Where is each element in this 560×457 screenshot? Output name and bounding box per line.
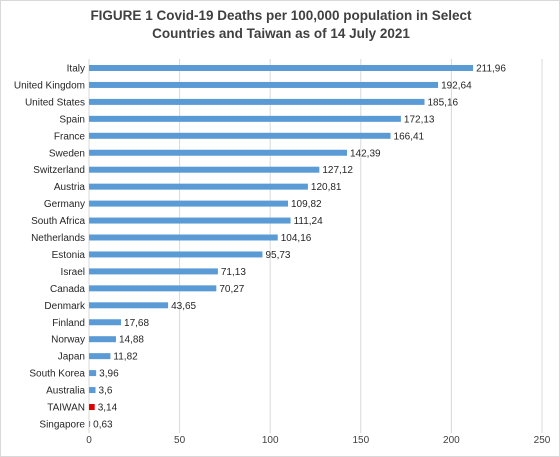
bar: [89, 98, 425, 105]
category-label: United Kingdom: [14, 80, 85, 91]
bar: [89, 200, 288, 207]
chart-title-line-1: FIGURE 1 Covid-19 Deaths per 100,000 pop…: [90, 8, 472, 23]
category-label: TAIWAN: [47, 403, 85, 414]
data-label: 43,65: [171, 301, 196, 312]
category-label: Italy: [67, 64, 85, 75]
data-label: 111,24: [294, 216, 324, 227]
category-label: Norway: [51, 335, 85, 346]
category-label: Canada: [50, 284, 85, 295]
bar: [89, 268, 218, 275]
data-label: 185,16: [428, 97, 459, 108]
bar: [89, 132, 391, 139]
category-label: Netherlands: [31, 233, 85, 244]
x-tick-label: 100: [262, 435, 279, 446]
category-label: Australia: [46, 386, 85, 397]
bar: [89, 251, 263, 258]
x-tick-label: 0: [86, 435, 92, 446]
bar: [89, 234, 278, 241]
bar: [89, 65, 474, 71]
category-label: South Korea: [29, 369, 85, 380]
data-label: 3,6: [99, 386, 113, 397]
data-label: 166,41: [394, 131, 425, 142]
bar: [89, 81, 439, 88]
x-tick-label: 50: [174, 435, 186, 446]
bar: [89, 115, 401, 122]
data-label: 120,81: [311, 182, 342, 193]
data-label: 14,88: [119, 335, 144, 346]
category-label: Japan: [58, 352, 85, 363]
bar: [89, 404, 95, 410]
category-label: Sweden: [49, 148, 85, 159]
data-label: 192,64: [441, 80, 472, 91]
data-label: 70,27: [219, 284, 244, 295]
bar: [89, 336, 116, 343]
bar: [89, 302, 169, 309]
data-label: 3,96: [99, 369, 119, 380]
data-label: 142,39: [350, 148, 381, 159]
category-label: Austria: [54, 182, 86, 193]
category-label: Switzerland: [33, 165, 85, 176]
bar: [89, 285, 217, 292]
data-label: 95,73: [265, 250, 290, 261]
x-tick-label: 200: [443, 435, 460, 446]
bar: [89, 183, 308, 190]
bar: [89, 166, 320, 173]
x-tick-label: 150: [352, 435, 369, 446]
data-label: 11,82: [113, 352, 138, 363]
data-label: 0,63: [93, 419, 113, 430]
data-label: 109,82: [291, 199, 322, 210]
data-label: 17,68: [124, 318, 149, 329]
bar: [89, 319, 122, 326]
category-label: Singapore: [39, 419, 85, 430]
category-label: Finland: [52, 318, 85, 329]
category-label: France: [54, 131, 86, 142]
category-label: Israel: [61, 267, 85, 278]
data-label: 104,16: [281, 233, 312, 244]
data-label: 127,12: [322, 165, 353, 176]
category-label: United States: [25, 97, 85, 108]
data-label: 3,14: [98, 403, 118, 414]
x-tick-label: 250: [534, 435, 551, 446]
category-label: Germany: [44, 199, 85, 210]
bar: [89, 370, 97, 377]
data-label: 172,13: [404, 114, 435, 125]
bar: [89, 353, 111, 360]
bar: [89, 387, 96, 394]
category-label: Denmark: [44, 301, 86, 312]
bar: [89, 420, 91, 427]
chart-title-line-2: Countries and Taiwan as of 14 July 2021: [152, 26, 410, 41]
data-label: 71,13: [221, 267, 246, 278]
bar: [89, 149, 348, 156]
chart-title: FIGURE 1 Covid-19 Deaths per 100,000 pop…: [41, 7, 521, 43]
data-label: 211,96: [476, 64, 506, 75]
bar: [89, 217, 291, 224]
category-label: South Africa: [31, 216, 85, 227]
category-label: Spain: [59, 114, 85, 125]
category-label: Estonia: [52, 250, 86, 261]
